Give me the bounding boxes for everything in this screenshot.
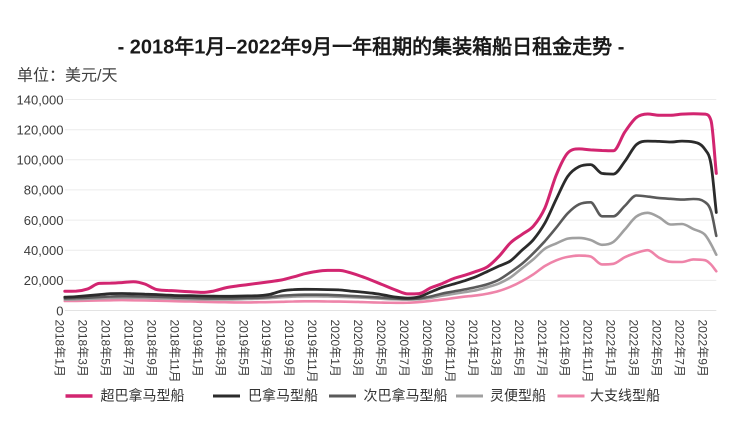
svg-text:2020年11月: 2020年11月 xyxy=(443,320,457,383)
svg-text:- 2018年1月–2022年9月一年租期的集装箱船日租金走: - 2018年1月–2022年9月一年租期的集装箱船日租金走势 - xyxy=(118,35,625,59)
svg-text:60,000: 60,000 xyxy=(24,213,64,228)
svg-text:2022年7月: 2022年7月 xyxy=(673,320,687,377)
svg-text:2021年7月: 2021年7月 xyxy=(535,320,549,377)
svg-text:单位：美元/天: 单位：美元/天 xyxy=(17,67,117,85)
svg-text:2020年5月: 2020年5月 xyxy=(374,320,388,377)
svg-text:巴拿马型船: 巴拿马型船 xyxy=(248,388,318,404)
svg-text:2021年5月: 2021年5月 xyxy=(512,320,526,377)
svg-text:2018年9月: 2018年9月 xyxy=(144,320,158,377)
svg-text:2019年1月: 2019年1月 xyxy=(190,320,204,377)
svg-text:2021年9月: 2021年9月 xyxy=(558,320,572,377)
svg-text:120,000: 120,000 xyxy=(17,123,64,138)
svg-text:2019年11月: 2019年11月 xyxy=(305,320,319,383)
svg-text:2018年11月: 2018年11月 xyxy=(167,320,181,383)
svg-text:0: 0 xyxy=(56,303,63,318)
svg-text:2020年1月: 2020年1月 xyxy=(328,320,342,377)
svg-text:次巴拿马型船: 次巴拿马型船 xyxy=(364,388,448,404)
svg-text:2022年5月: 2022年5月 xyxy=(650,320,664,377)
svg-text:100,000: 100,000 xyxy=(17,153,64,168)
svg-text:2021年1月: 2021年1月 xyxy=(466,320,480,377)
svg-text:2018年5月: 2018年5月 xyxy=(99,320,113,377)
svg-text:2019年5月: 2019年5月 xyxy=(236,320,250,377)
svg-text:140,000: 140,000 xyxy=(17,92,64,107)
svg-text:2019年3月: 2019年3月 xyxy=(213,320,227,377)
svg-text:2018年1月: 2018年1月 xyxy=(53,320,67,377)
svg-text:大支线型船: 大支线型船 xyxy=(590,388,660,404)
svg-text:2018年7月: 2018年7月 xyxy=(122,320,136,377)
svg-text:灵便型船: 灵便型船 xyxy=(490,388,546,404)
svg-text:20,000: 20,000 xyxy=(24,273,64,288)
svg-text:2021年11月: 2021年11月 xyxy=(581,320,595,383)
svg-text:2019年9月: 2019年9月 xyxy=(282,320,296,377)
svg-text:2018年3月: 2018年3月 xyxy=(76,320,90,377)
svg-text:40,000: 40,000 xyxy=(24,243,64,258)
svg-text:2021年3月: 2021年3月 xyxy=(489,320,503,377)
svg-text:超巴拿马型船: 超巴拿马型船 xyxy=(101,388,185,404)
svg-text:2019年7月: 2019年7月 xyxy=(259,320,273,377)
svg-text:2022年9月: 2022年9月 xyxy=(696,320,710,377)
svg-text:2020年3月: 2020年3月 xyxy=(351,320,365,377)
svg-text:2020年9月: 2020年9月 xyxy=(420,320,434,377)
svg-text:2020年7月: 2020年7月 xyxy=(397,320,411,377)
svg-text:80,000: 80,000 xyxy=(24,183,64,198)
svg-text:2022年1月: 2022年1月 xyxy=(604,320,618,377)
svg-text:2022年3月: 2022年3月 xyxy=(627,320,641,377)
